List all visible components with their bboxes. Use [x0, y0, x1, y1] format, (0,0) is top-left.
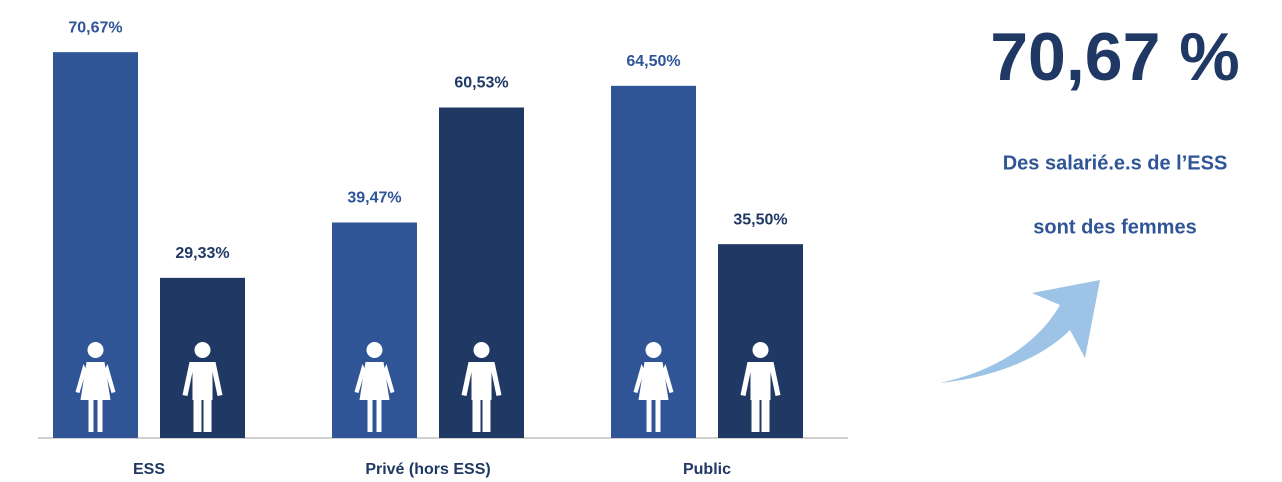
- woman-icon: [367, 400, 373, 432]
- bar: [332, 222, 417, 438]
- man-icon: [752, 342, 769, 358]
- woman-icon: [87, 342, 104, 358]
- woman-icon: [638, 362, 669, 400]
- value-label: 35,50%: [733, 211, 787, 228]
- woman-icon: [80, 362, 111, 400]
- man-icon: [751, 398, 760, 432]
- woman-icon: [655, 400, 661, 432]
- headline-text: sont des femmes: [1033, 216, 1196, 238]
- man-icon: [472, 398, 481, 432]
- x-tick-label: Privé (hors ESS): [365, 461, 490, 478]
- woman-icon: [75, 364, 116, 393]
- woman-icon: [633, 364, 674, 393]
- headline-value: 70,67 %: [990, 19, 1240, 95]
- man-icon: [482, 398, 491, 432]
- woman-icon: [97, 400, 103, 432]
- woman-icon: [646, 400, 652, 432]
- woman-icon: [88, 400, 94, 432]
- man-icon: [193, 398, 202, 432]
- value-label: 60,53%: [454, 75, 508, 92]
- woman-icon: [366, 342, 383, 358]
- x-tick-label: ESS: [133, 461, 165, 478]
- woman-icon: [376, 400, 382, 432]
- woman-icon: [645, 342, 662, 358]
- x-tick-label: Public: [683, 461, 731, 478]
- man-icon: [461, 362, 502, 400]
- man-icon: [740, 362, 781, 400]
- value-label: 29,33%: [175, 245, 229, 262]
- value-label: 64,50%: [626, 53, 680, 70]
- value-label: 39,47%: [347, 190, 401, 207]
- bar: [718, 244, 803, 438]
- value-label: 70,67%: [68, 19, 122, 36]
- arrow: [940, 280, 1100, 383]
- headline-text: Des salarié.e.s de l’ESS: [1003, 152, 1228, 174]
- man-icon: [182, 362, 223, 400]
- woman-icon: [359, 362, 390, 400]
- man-icon: [194, 342, 211, 358]
- woman-icon: [354, 364, 395, 393]
- man-icon: [761, 398, 770, 432]
- man-icon: [203, 398, 212, 432]
- man-icon: [473, 342, 490, 358]
